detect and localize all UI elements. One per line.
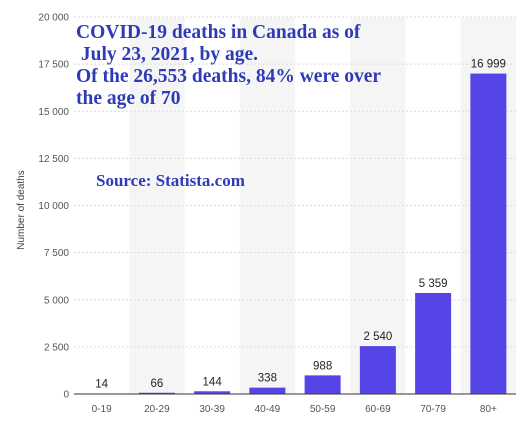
- data-labels: 14 66 144 338 988 2 540 5 359 16 999: [95, 59, 506, 391]
- y-axis-label: Number of deaths: [16, 170, 27, 250]
- y-tick-label: 12 500: [38, 154, 69, 165]
- y-tick-label: 10 000: [38, 201, 69, 212]
- bar: [138, 392, 175, 394]
- x-tick-label: 30-39: [199, 404, 225, 415]
- x-tick-label: 20-29: [144, 404, 170, 415]
- bar: [415, 292, 452, 394]
- annotation-source: Source: Statista.com: [96, 171, 245, 190]
- bar: [470, 73, 507, 394]
- annotation-title: COVID-19 deaths in Canada as of July 23,…: [76, 22, 382, 110]
- annotation-line-1: COVID-19 deaths in Canada as of: [76, 22, 361, 43]
- y-tick-labels: 0 2 500 5 000 7 500 10 000 12 500 15 000 17 500…: [38, 13, 69, 401]
- y-tick-label: 17 500: [38, 60, 69, 71]
- data-label: 2 540: [363, 331, 392, 343]
- bar: [304, 375, 341, 394]
- annotation-line-4: the age of 70: [76, 88, 181, 109]
- x-tick-label: 40-49: [255, 404, 281, 415]
- y-tick-label: 20 000: [38, 13, 69, 24]
- data-label: 14: [95, 379, 108, 391]
- y-tick-label: 0: [63, 390, 69, 401]
- bars: [83, 73, 507, 394]
- data-label: 5 359: [419, 278, 448, 290]
- data-label: 338: [258, 373, 277, 385]
- data-label: 144: [203, 376, 223, 388]
- x-tick-label: 50-59: [310, 404, 336, 415]
- data-label: 66: [150, 378, 163, 390]
- y-tick-label: 5 000: [44, 295, 69, 306]
- annotation-line-2: July 23, 2021, by age.: [76, 44, 259, 65]
- y-tick-label: 2 500: [44, 342, 69, 353]
- x-tick-label: 80+: [480, 404, 497, 415]
- x-tick-label: 60-69: [365, 404, 391, 415]
- y-tick-label: 7 500: [44, 248, 69, 259]
- x-tick-label: 70-79: [420, 404, 446, 415]
- bar: [359, 346, 396, 394]
- y-tick-label: 15 000: [38, 107, 69, 118]
- x-tick-label: 0-19: [92, 404, 112, 415]
- x-tick-labels: 0-19 20-29 30-39 40-49 50-59 60-69 70-79 80+: [92, 404, 497, 415]
- data-label: 988: [313, 360, 332, 372]
- bar: [249, 387, 286, 394]
- data-label: 16 999: [471, 59, 506, 71]
- annotation-line-3: Of the 26,553 deaths, 84% were over: [76, 66, 382, 87]
- bar: [194, 391, 231, 394]
